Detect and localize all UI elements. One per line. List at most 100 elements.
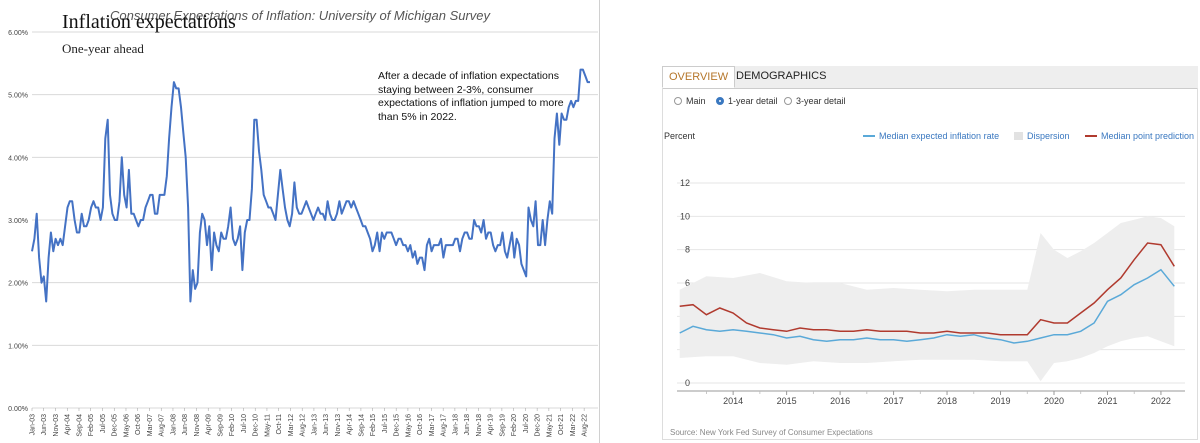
x-tick-label: Jun-13 (323, 414, 330, 436)
x-tick-label: Feb-20 (511, 414, 518, 436)
x-tick-label: Apr-14 (347, 414, 354, 435)
x-tick-label: Jul-10 (241, 414, 248, 433)
nyfed-line-chart: Percent024681012201420152016201720182019… (664, 131, 1194, 406)
tab-overview[interactable]: OVERVIEW (662, 66, 736, 88)
x-tick-label: Jul-20 (523, 414, 530, 433)
radio-label: 3-year detail (796, 96, 846, 106)
x-tick-label: Sep-14 (358, 414, 365, 437)
x-tick-label: Dec-05 (112, 414, 119, 437)
y-tick-label: 6.00% (8, 30, 28, 37)
michigan-chart-panel: Consumer Expectations of Inflation: Univ… (8, 0, 600, 443)
x-tick-label: Jun-08 (182, 414, 189, 436)
x-tick-label: Feb-05 (88, 414, 95, 436)
x-tick-label: 2017 (884, 396, 904, 406)
y-tick-label: 10 (680, 211, 690, 221)
x-tick-label: Oct-11 (276, 414, 283, 435)
x-tick-label: Nov-08 (194, 414, 201, 437)
y-axis-label: Percent (664, 131, 696, 141)
x-tick-label: Mar-22 (570, 414, 577, 436)
x-tick-label: 2020 (1044, 396, 1064, 406)
x-tick-label: Jan-08 (170, 414, 177, 436)
x-tick-label: 2021 (1097, 396, 1117, 406)
x-tick-label: Dec-10 (253, 414, 260, 437)
radio-label: 1-year detail (728, 96, 778, 106)
x-tick-label: Jan-03 (30, 414, 37, 436)
x-tick-label: Oct-16 (417, 414, 424, 435)
x-tick-label: Sep-09 (217, 414, 224, 437)
radio-button-icon (784, 97, 792, 105)
x-tick-label: Aug-17 (441, 414, 448, 437)
x-tick-label: Aug-22 (582, 414, 589, 437)
tab-label: DEMOGRAPHICS (736, 70, 827, 82)
x-tick-label: Oct-06 (135, 414, 142, 435)
radio-1-year-detail[interactable]: 1-year detail (716, 96, 778, 106)
x-tick-label: Jun-03 (41, 414, 48, 436)
y-tick-label: 2.00% (8, 281, 28, 288)
x-tick-label: Jan-18 (452, 414, 459, 436)
tab-label: OVERVIEW (669, 71, 729, 83)
x-tick-label: Nov-03 (53, 414, 60, 437)
x-tick-label: Mar-17 (429, 414, 436, 436)
x-tick-label: Feb-10 (229, 414, 236, 436)
median-point-line (679, 242, 1175, 336)
chart-annotation: After a decade of inflation expectations… (378, 70, 564, 123)
page-subtitle: One-year ahead (62, 41, 144, 56)
x-tick-label: Aug-07 (159, 414, 166, 437)
median-expected-line (679, 268, 1175, 344)
radio-main[interactable]: Main (674, 96, 706, 106)
x-tick-label: Nov-18 (476, 414, 483, 437)
chart-title: Consumer Expectations of Inflation: Univ… (109, 8, 491, 23)
x-tick-label: 2015 (777, 396, 797, 406)
x-tick-label: 2022 (1151, 396, 1171, 406)
x-tick-label: Apr-04 (65, 414, 72, 435)
series-line (31, 68, 590, 303)
y-tick-label: 6 (685, 278, 690, 288)
x-tick-label: Nov-13 (335, 414, 342, 437)
radio-button-selected-icon (716, 97, 724, 105)
x-tick-label: Dec-15 (394, 414, 401, 437)
y-tick-label: 3.00% (8, 218, 28, 225)
x-tick-label: May-06 (123, 414, 130, 437)
x-tick-label: 2019 (991, 396, 1011, 406)
x-tick-label: May-21 (546, 414, 553, 437)
y-tick-label: 4.00% (8, 155, 28, 162)
x-tick-label: Oct-21 (558, 414, 565, 435)
y-tick-label: 0 (685, 378, 690, 388)
x-tick-label: Mar-12 (288, 414, 295, 436)
y-tick-label: 0.00% (8, 406, 28, 413)
y-tick-label: 12 (680, 178, 690, 188)
x-tick-label: Feb-15 (370, 414, 377, 436)
radio-3-year-detail[interactable]: 3-year detail (784, 96, 846, 106)
legend-dispersion-label: Dispersion (1027, 131, 1070, 141)
page-title: Inflation expectations (62, 11, 236, 33)
x-tick-label: 2014 (723, 396, 743, 406)
radio-label: Main (686, 96, 706, 106)
legend-point-label: Median point prediction (1101, 131, 1194, 141)
y-tick-label: 1.00% (8, 343, 28, 350)
radio-button-icon (674, 97, 682, 105)
x-tick-label: Jul-15 (382, 414, 389, 433)
x-tick-label: Dec-20 (535, 414, 542, 437)
x-tick-label: May-11 (264, 414, 271, 437)
x-tick-label: Jun-18 (464, 414, 471, 436)
x-tick-label: Mar-07 (147, 414, 154, 436)
y-tick-label: 5.00% (8, 93, 28, 100)
tab-bar: OVERVIEW DEMOGRAPHICS (662, 66, 1198, 89)
x-tick-label: May-16 (405, 414, 412, 437)
x-tick-label: Sep-04 (76, 414, 83, 437)
source-note: Source: New York Fed Survey of Consumer … (670, 428, 873, 437)
x-tick-label: Jul-05 (100, 414, 107, 433)
legend-dispersion-swatch (1014, 132, 1023, 140)
x-tick-label: Sep-19 (499, 414, 506, 437)
michigan-line-chart: 0.00% 1.00% 2.00% 3.00% 4.00% 5.00% 6.00% Jan-0… (8, 30, 598, 437)
x-tick-label: Jan-13 (311, 414, 318, 436)
x-tick-label: 2018 (937, 396, 957, 406)
dispersion-band (679, 216, 1175, 382)
x-tick-label: Apr-19 (488, 414, 495, 435)
tab-demographics[interactable]: DEMOGRAPHICS (730, 66, 832, 88)
y-tick-label: 8 (685, 245, 690, 255)
legend-median-label: Median expected inflation rate (879, 131, 999, 141)
x-tick-label: 2016 (830, 396, 850, 406)
x-tick-label: Apr-09 (206, 414, 213, 435)
x-tick-label: Aug-12 (300, 414, 307, 437)
